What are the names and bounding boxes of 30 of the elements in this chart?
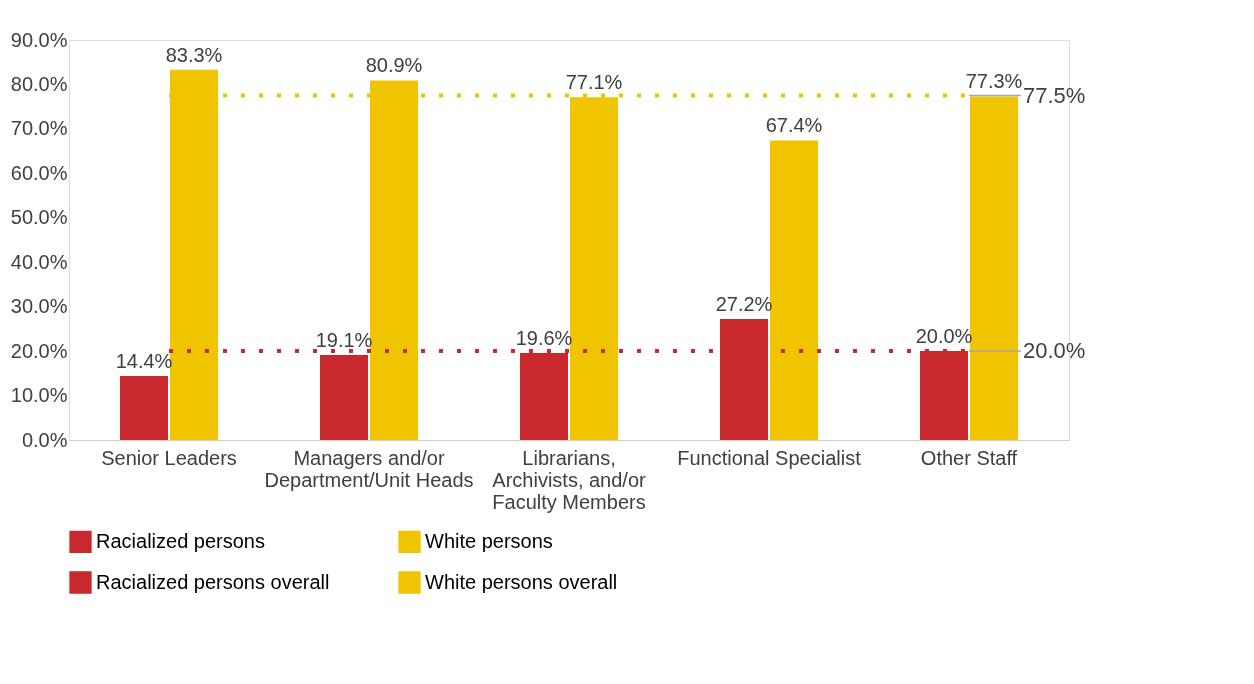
y-tick-label: 90.0% (10, 28, 68, 51)
x-tick-label: Functional Specialist (677, 446, 862, 469)
legend-label: Racialized persons (96, 529, 265, 552)
data-label: 77.5% (1023, 82, 1086, 108)
data-label: 20.0% (1023, 338, 1086, 364)
x-tick-label: Managers and/or Department/Unit Heads (264, 446, 474, 491)
y-tick-label: 20.0% (10, 339, 68, 362)
bar (970, 96, 1018, 440)
y-tick-label: 60.0% (10, 161, 68, 184)
y-tick-label: 50.0% (10, 206, 68, 229)
data-label: 67.4% (765, 114, 823, 137)
y-tick-label: 30.0% (10, 295, 68, 318)
y-tick-label: 40.0% (10, 250, 68, 273)
x-tick-label: Librarians, Archivists, and/or Faculty Members (492, 446, 647, 513)
data-label: 77.3% (965, 70, 1023, 93)
data-label: 77.1% (565, 71, 623, 94)
legend-label: White persons overall (425, 570, 618, 593)
y-tick-label: 80.0% (10, 72, 68, 95)
data-label: 80.9% (365, 54, 423, 77)
bar (320, 355, 368, 440)
x-tick-label: Senior Leaders (101, 446, 237, 469)
x-tick-label: Other Staff (920, 446, 1018, 469)
y-tick-label: 0.0% (21, 428, 68, 451)
data-label: 83.3% (165, 43, 223, 66)
bar (120, 376, 168, 440)
legend-label: White persons (425, 529, 553, 552)
y-tick-label: 70.0% (10, 117, 68, 140)
y-tick-label: 10.0% (10, 384, 68, 407)
bar (770, 140, 818, 440)
legend-label: Racialized persons overall (96, 570, 330, 593)
